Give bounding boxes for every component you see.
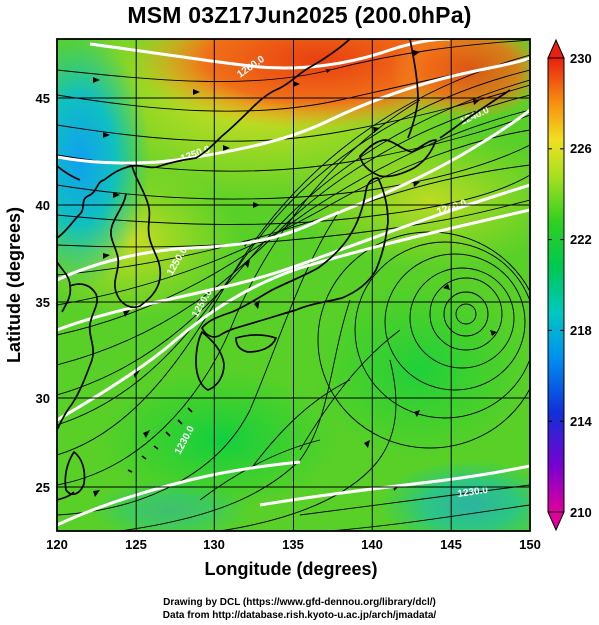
x-axis: 120 125 130 135 140 145 150	[46, 537, 541, 552]
plot-frame	[56, 38, 531, 532]
height-contours	[57, 39, 530, 527]
footer-credit-data: Data from http://database.rish.kyoto-u.a…	[162, 610, 437, 621]
colorbar-tick-label: 222	[570, 232, 592, 247]
y-axis-label: Latitude (degrees)	[4, 207, 24, 363]
y-tick-label: 30	[36, 391, 50, 406]
y-tick-label: 25	[36, 480, 50, 495]
colorbar: 230 226 222 218 214 210	[547, 38, 592, 532]
x-axis-label: Longitude (degrees)	[204, 559, 377, 579]
x-tick-label: 150	[519, 537, 541, 552]
grid-lines	[57, 39, 530, 531]
colorbar-tick-label: 226	[570, 141, 592, 156]
colorbar-tick-label: 210	[570, 505, 592, 520]
contour-label: 1230.0	[457, 485, 489, 500]
colorbar-tick-label: 214	[570, 414, 592, 429]
y-tick-label: 40	[36, 198, 50, 213]
x-tick-label: 120	[46, 537, 68, 552]
colorbar-tick-label: 218	[570, 323, 592, 338]
y-tick-label: 45	[36, 91, 50, 106]
x-tick-label: 145	[440, 537, 462, 552]
x-tick-label: 130	[203, 537, 225, 552]
x-tick-label: 125	[125, 537, 147, 552]
colorbar-tick-label: 230	[570, 51, 592, 66]
y-axis: 25 30 35 40 45	[36, 91, 50, 495]
chart-title: MSM 03Z17Jun2025 (200.0hPa)	[127, 2, 472, 28]
footer-credit-drawing: Drawing by DCL (https://www.gfd-dennou.o…	[163, 597, 436, 608]
y-tick-label: 35	[36, 295, 50, 310]
x-tick-label: 140	[361, 537, 383, 552]
coastlines	[57, 39, 511, 501]
x-tick-label: 135	[282, 537, 304, 552]
